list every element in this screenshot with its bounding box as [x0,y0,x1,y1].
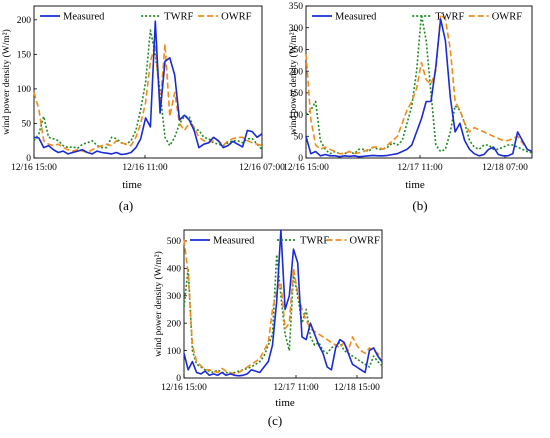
y-tick-label: 0 [176,374,181,384]
series-line-twrf [33,29,263,151]
y-tick-label: 0 [298,154,303,164]
plot-frame [33,5,263,159]
y-tick-label: 350 [289,2,304,12]
y-tick-label: 500 [167,237,182,247]
legend-entry-owrf: OWRF [198,12,252,23]
legend-label-measured: Measured [63,12,105,23]
series-line-owrf [33,43,263,154]
legend-label-measured: Measured [213,236,255,247]
legend-label-twrf: TWRF [164,12,193,23]
legend-label-measured: Measured [335,12,377,23]
y-tick-label: 50 [294,132,304,142]
y-tick-label: 200 [289,67,304,77]
legend-entry-measured: Measured [190,236,255,247]
legend-label-owrf: OWRF [350,236,380,247]
y-tick-label: 300 [167,292,182,302]
legend-entry-owrf: OWRF [326,236,380,247]
series-line-owrf [183,239,383,375]
y-tick-label: 150 [289,89,304,99]
y-tick-label: 200 [17,16,32,26]
legend-entry-twrf: TWRF [277,236,329,247]
panel-label: (c) [268,413,282,428]
legend-entry-owrf: OWRF [468,12,522,23]
y-tick-label: 100 [167,347,182,357]
legend-label-twrf: TWRF [435,12,464,23]
y-tick-label: 0 [26,154,31,164]
chart-panel-3: 0 100 200 300 400 500 12/16 15:00 12/17 11:00 12… [153,229,383,428]
panel-label: (b) [412,198,427,213]
panel-label: (a) [119,198,133,213]
chart-panel-1: 0 50 100 150 200 12/16 15:00 12/16 11:00 12/16 … [1,5,285,213]
x-tick-label: 12/16 15:00 [11,163,57,173]
legend-label-owrf: OWRF [492,12,522,23]
plot-frame [183,229,383,379]
series-line-measured [183,229,383,377]
legend-label-owrf: OWRF [221,12,251,23]
legend-label-twrf: TWRF [300,236,329,247]
x-tick-label: 12/16 11:00 [122,163,168,173]
y-axis-label: wind power density (W/m²) [1,29,12,134]
x-tick-label: 12/18 15:00 [334,383,380,393]
series-line-twrf [305,13,533,155]
x-tick-label: 12/16 15:00 [283,163,329,173]
y-tick-label: 250 [289,46,304,56]
y-axis-label: wind power density (W/m²) [153,251,164,356]
y-tick-label: 300 [289,24,304,34]
chart-panel-2: 0 50 100 150 200 250 300 350 12/16 15:00 12/17 11… [283,2,533,213]
x-tick-label: 12/16 07:00 [239,163,285,173]
y-axis-label: wind power density (W/m²) [288,29,299,134]
x-axis-label: time [275,397,295,409]
y-tick-label: 150 [17,51,32,61]
x-tick-label: 12/17 11:00 [397,163,443,173]
x-tick-label: 12/18 07:00 [482,163,528,173]
series-line-owrf [305,13,533,155]
plot-frame [305,5,533,159]
legend-entry-measured: Measured [40,12,105,23]
series-line-measured [33,20,263,156]
y-tick-label: 400 [167,265,182,275]
x-axis-label: time [405,179,425,191]
y-tick-label: 100 [17,85,32,95]
legend-entry-measured: Measured [312,12,377,23]
y-tick-label: 200 [167,319,182,329]
x-axis-label: time [122,179,142,191]
x-tick-label: 12/17 11:00 [273,383,319,393]
legend-entry-twrf: TWRF [412,12,465,23]
y-tick-label: 50 [22,120,32,130]
x-tick-label: 12/16 15:00 [161,383,207,393]
legend-entry-twrf: TWRF [141,12,193,23]
series-line-measured [305,18,533,158]
y-tick-label: 100 [289,111,304,121]
